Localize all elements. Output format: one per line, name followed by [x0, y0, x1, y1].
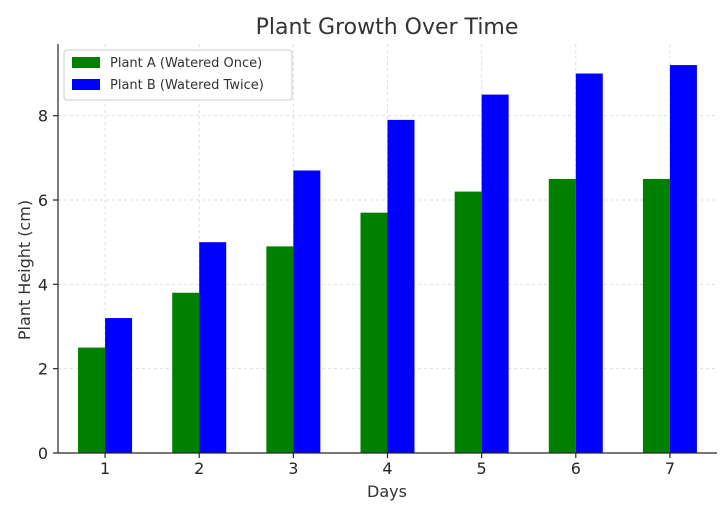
bar-series-a-day-7 [642, 178, 670, 453]
y-tick-label: 6 [38, 191, 48, 210]
ticks-layer: 0 2 4 6 8 1 2 3 4 5 6 7 [38, 107, 675, 478]
bar-series-b-day-5 [481, 94, 509, 454]
x-tick-label: 4 [382, 459, 392, 478]
y-tick-label: 4 [38, 275, 48, 294]
legend-label: Plant B (Watered Twice) [110, 78, 264, 93]
x-tick-label: 7 [665, 459, 675, 478]
bar-series-b-day-7 [669, 65, 697, 454]
x-tick-label: 3 [288, 459, 298, 478]
bar-series-a-day-5 [454, 191, 482, 453]
y-axis-label: Plant Height (cm) [15, 200, 34, 340]
bars-layer [78, 65, 697, 454]
bar-series-b-day-2 [199, 242, 227, 453]
bar-series-b-day-3 [293, 170, 321, 453]
x-tick-label: 1 [100, 459, 110, 478]
bar-series-b-day-6 [575, 73, 603, 453]
x-tick-label: 2 [194, 459, 204, 478]
bar-series-a-day-6 [548, 178, 576, 453]
bar-series-a-day-1 [78, 347, 106, 453]
chart-title: Plant Growth Over Time [256, 15, 519, 40]
bar-series-a-day-3 [266, 246, 294, 453]
y-tick-label: 8 [38, 107, 48, 126]
bar-series-b-day-4 [387, 119, 415, 453]
x-axis-label: Days [367, 482, 407, 501]
bar-series-a-day-2 [172, 292, 200, 453]
x-tick-label: 5 [477, 459, 487, 478]
legend: Plant A (Watered Once) Plant B (Watered T… [63, 49, 293, 101]
legend-swatch [72, 79, 100, 90]
y-tick-label: 0 [38, 444, 48, 463]
y-tick-label: 2 [38, 360, 48, 379]
legend-label: Plant A (Watered Once) [110, 56, 262, 71]
bar-series-b-day-1 [105, 318, 133, 453]
legend-swatch [72, 57, 100, 68]
x-tick-label: 6 [571, 459, 581, 478]
legend-box [63, 49, 293, 101]
bar-series-a-day-4 [360, 212, 388, 453]
